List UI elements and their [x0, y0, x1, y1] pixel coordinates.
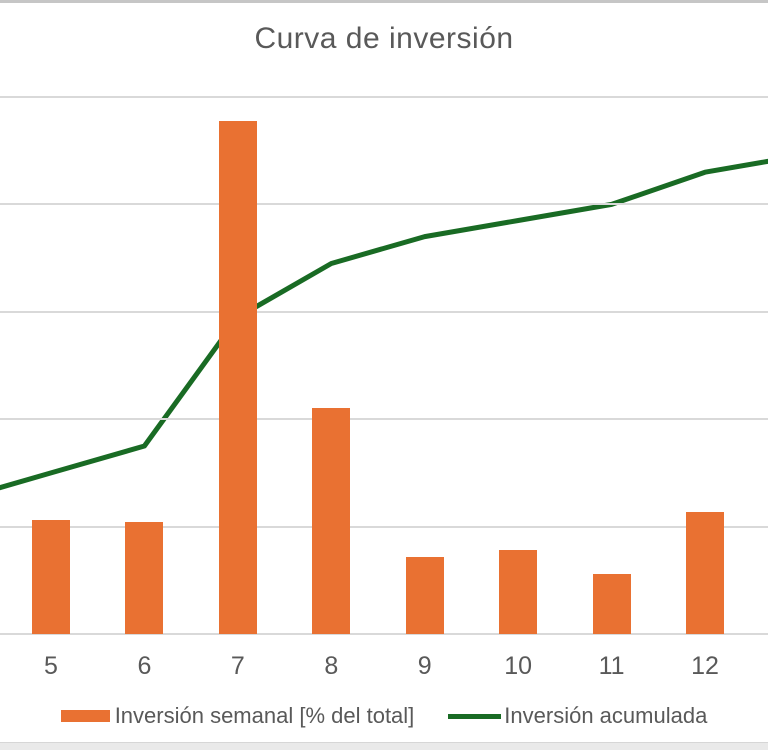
x-axis-label-12: 12 [691, 652, 719, 680]
legend-label-cumulative: Inversión acumulada [504, 703, 708, 728]
x-axis-label-10: 10 [504, 652, 533, 680]
bar-week-11 [592, 573, 631, 634]
legend-item-weekly: Inversión semanal [% del total] [60, 703, 415, 729]
bar-week-7 [218, 120, 257, 634]
chart-legend: Inversión semanal [% del total] Inversió… [0, 701, 768, 731]
x-axis-label-11: 11 [598, 652, 625, 680]
bar-week-10 [499, 550, 538, 634]
x-axis-label-5: 5 [44, 652, 58, 680]
cumulative-line-series [0, 158, 768, 491]
bar-week-9 [405, 556, 444, 634]
legend-label-weekly: Inversión semanal [% del total] [114, 703, 415, 728]
bar-week-8 [312, 408, 351, 634]
x-axis-label-8: 8 [324, 652, 339, 680]
gridline [0, 418, 768, 421]
gridline [0, 203, 768, 206]
gridline [0, 525, 768, 528]
bar-week-12 [686, 511, 724, 634]
bottom-border-strip [0, 742, 768, 750]
gridline [0, 96, 768, 98]
legend-item-cumulative: Inversión acumulada [448, 703, 707, 729]
bar-series-swatch [60, 710, 110, 722]
x-axis-line [0, 633, 768, 635]
bar-week-6 [125, 522, 164, 634]
x-axis-label-9: 9 [417, 652, 432, 680]
bar-week-5 [32, 520, 70, 634]
x-axis-label-7: 7 [230, 652, 245, 680]
chart-title: Curva de inversión [254, 22, 514, 55]
top-border-strip [0, 0, 768, 3]
x-axis-label-6: 6 [137, 652, 152, 680]
gridline [0, 310, 768, 313]
line-series-swatch [448, 713, 502, 719]
